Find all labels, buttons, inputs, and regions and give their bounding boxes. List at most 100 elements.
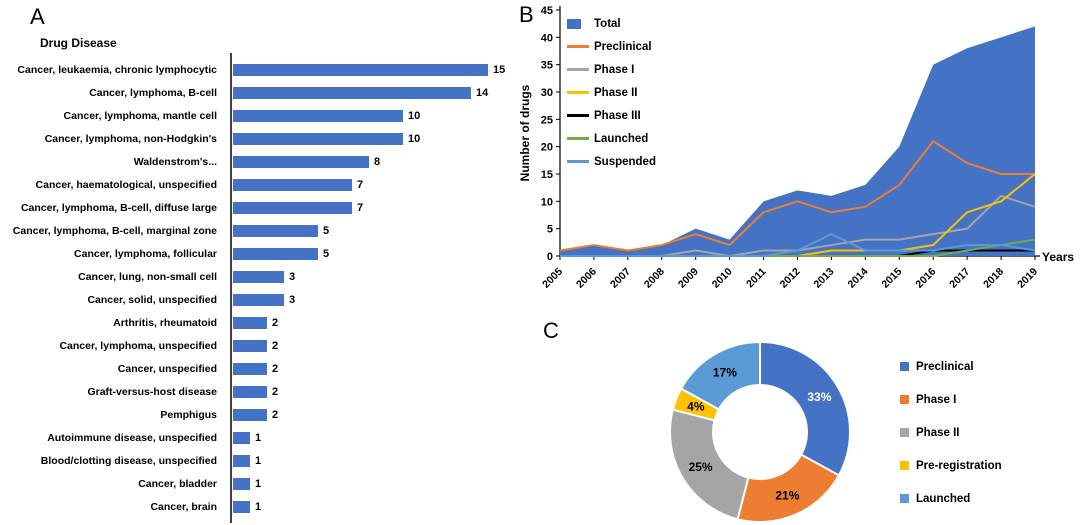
bar-row: Cancer, solid, unspecified 3: [0, 288, 515, 311]
bar-row: Waldenstrom's... 8: [0, 150, 515, 173]
legend-item: Phase I: [900, 383, 1002, 416]
bar-category-label: Waldenstrom's...: [133, 155, 217, 168]
legend-label: Total: [594, 17, 621, 30]
line-swatch-icon: [567, 160, 589, 163]
legend-label: Phase I: [594, 63, 635, 76]
legend-item: Launched: [567, 127, 656, 150]
bar-category-label: Cancer, leukaemia, chronic lymphocytic: [17, 63, 217, 76]
bar-value-label: 15: [493, 63, 506, 76]
bar-row: Cancer, lymphoma, B-cell, marginal zone 5: [0, 219, 515, 242]
x-tick-label: 2015: [879, 266, 904, 291]
panel-b-label: B: [519, 2, 534, 27]
donut-chart-legend: Preclinical Phase I Phase II Pre-registrati…: [900, 350, 1002, 515]
x-tick-label: 2013: [812, 266, 837, 291]
y-tick-label: 20: [541, 142, 553, 154]
legend-label: Launched: [916, 492, 971, 505]
bar-value-label: 1: [255, 431, 262, 444]
legend-item: Phase II: [900, 416, 1002, 449]
bar-value-label: 3: [289, 293, 296, 306]
legend-item: Phase III: [567, 104, 656, 127]
bar-row: Cancer, lung, non-small cell 3: [0, 265, 515, 288]
legend-item: Total: [567, 12, 656, 35]
bar-chart-title: Drug Disease: [40, 36, 117, 50]
line-swatch-icon: [567, 114, 589, 117]
donut-slice-percent-label: 4%: [687, 400, 705, 414]
bar-value-label: 1: [255, 500, 262, 513]
x-tick-label: 2018: [981, 266, 1006, 291]
legend-swatch: [567, 114, 589, 117]
bar-value-label: 10: [408, 132, 421, 145]
bar: [233, 293, 284, 306]
x-tick-label: 2006: [574, 266, 599, 291]
bar-category-label: Cancer, haematological, unspecified: [35, 178, 217, 191]
bar-row: Pemphigus 2: [0, 403, 515, 426]
bar: [233, 362, 267, 375]
donut-slice-percent-label: 25%: [689, 460, 713, 474]
legend-item: Suspended: [567, 150, 656, 173]
bar-value-label: 2: [272, 408, 279, 421]
bar: [233, 224, 318, 237]
line-swatch-icon: [567, 91, 589, 94]
bar-category-label: Cancer, lymphoma, B-cell, marginal zone: [12, 224, 217, 237]
bar-row: Cancer, haematological, unspecified 7: [0, 173, 515, 196]
legend-label: Pre-registration: [916, 459, 1002, 472]
bar-category-label: Cancer, unspecified: [117, 362, 217, 375]
donut-slice-phase-i: [736, 453, 841, 523]
x-tick-label: 2010: [710, 266, 735, 291]
x-tick-label: 2007: [608, 266, 633, 291]
panel-c: C 33% 21% 25% 4% 17% Preclinical Phase I Phase…: [515, 310, 1080, 525]
line-series-preclinical: [559, 140, 1035, 252]
legend-label: Suspended: [594, 155, 656, 168]
bar: [233, 431, 250, 444]
bar-category-label: Cancer, lymphoma, B-cell, diffuse large: [20, 201, 217, 214]
bar-category-label: Cancer, lung, non-small cell: [78, 270, 217, 283]
bar-category-label: Cancer, bladder: [138, 477, 217, 490]
bar: [233, 477, 250, 490]
bar: [233, 86, 471, 99]
legend-item: Phase I: [567, 58, 656, 81]
legend-swatch: [567, 45, 589, 48]
bar-row: Autoimmune disease, unspecified 1: [0, 426, 515, 449]
bar-category-label: Cancer, lymphoma, B-cell: [89, 86, 217, 99]
bar-row: Cancer, lymphoma, mantle cell 10: [0, 104, 515, 127]
panel-a-label: A: [30, 4, 45, 29]
bar-value-label: 1: [255, 477, 262, 490]
bar-row: Arthritis, rheumatoid 2: [0, 311, 515, 334]
y-tick-label: 40: [541, 32, 553, 44]
bar: [233, 500, 250, 513]
bar-value-label: 5: [323, 224, 330, 237]
x-tick-label: 2011: [744, 266, 769, 291]
bar-row: Cancer, lymphoma, B-cell, diffuse large 7: [0, 196, 515, 219]
bar-row: Cancer, bladder 1: [0, 472, 515, 495]
x-axis-title: Years: [1042, 250, 1074, 264]
bar: [233, 454, 250, 467]
bar-axis-line: [230, 53, 232, 523]
x-tick-label: 2016: [913, 266, 938, 291]
bar-value-label: 8: [374, 155, 381, 168]
legend-swatch: [900, 362, 909, 371]
bar-value-label: 1: [255, 454, 262, 467]
donut-slice-launched: [679, 340, 761, 411]
bar: [233, 63, 488, 76]
legend-swatch: [567, 91, 589, 94]
y-tick-label: 35: [541, 60, 553, 72]
x-tick-label: 2012: [778, 266, 803, 291]
legend-label: Preclinical: [594, 40, 652, 53]
area-chart-legend: Total Preclinical Phase I Phase II Phase III…: [567, 12, 656, 173]
legend-swatch: [567, 68, 589, 71]
bar-row: Cancer, unspecified 2: [0, 357, 515, 380]
bar-category-label: Cancer, lymphoma, mantle cell: [63, 109, 217, 122]
legend-label: Phase III: [594, 109, 641, 122]
bar-category-label: Pemphigus: [160, 408, 217, 421]
bar-value-label: 2: [272, 362, 279, 375]
bar-category-label: Graft-versus-host disease: [87, 385, 217, 398]
bar-row: Cancer, leukaemia, chronic lymphocytic 15: [0, 58, 515, 81]
y-tick-label: 45: [541, 5, 553, 17]
bar-value-label: 2: [272, 316, 279, 329]
legend-swatch: [900, 395, 909, 404]
bar-value-label: 2: [272, 339, 279, 352]
bar-row: Cancer, lymphoma, B-cell 14: [0, 81, 515, 104]
bar-category-label: Arthritis, rheumatoid: [113, 316, 217, 329]
drugs-by-year-chart: 0 5 10 15 20 25 30 35 40 45 2005 2006 2007 2008 2009 20…: [518, 5, 1074, 291]
